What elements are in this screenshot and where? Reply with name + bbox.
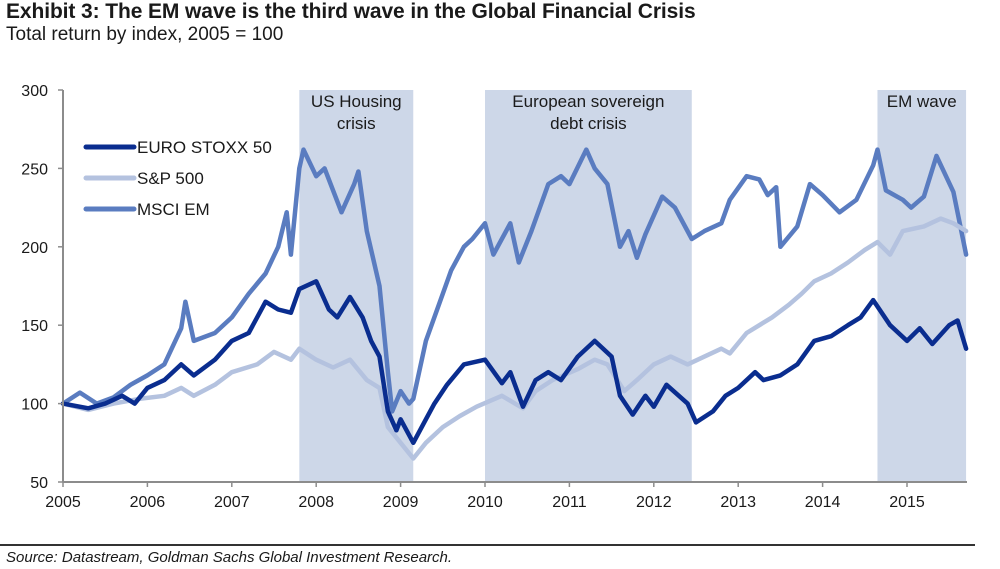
shaded-period-label: US Housing: [311, 92, 402, 111]
legend-label: S&P 500: [137, 169, 204, 188]
axes: [62, 90, 967, 483]
shaded-period-labels: US Housing crisis European sovereign debt c…: [311, 92, 957, 133]
x-tick-label: 2011: [552, 494, 587, 511]
shaded-period-label: EM wave: [887, 92, 957, 111]
shaded-periods: [299, 90, 967, 482]
series-line-s-p-500: [60, 216, 969, 461]
series-line-euro-stoxx-50: [60, 279, 969, 446]
x-tick-label: 2006: [130, 494, 166, 511]
series-line-msci-em: [60, 147, 969, 414]
y-tick-label: 50: [30, 475, 48, 492]
source-divider: [0, 544, 975, 546]
y-tick-label: 250: [21, 161, 48, 178]
shaded-period-3: [877, 90, 967, 482]
x-tick-label: 2012: [636, 494, 672, 511]
shaded-period-label: European sovereign: [512, 92, 664, 111]
y-tick-label: 100: [21, 397, 48, 414]
x-tick-label: 2007: [214, 494, 250, 511]
x-tick-label: 2014: [805, 494, 841, 511]
x-tick-label: 2009: [383, 494, 419, 511]
legend-label: MSCI EM: [137, 200, 210, 219]
y-tick-label: 200: [21, 240, 48, 257]
chart-title: Exhibit 3: The EM wave is the third wave…: [6, 0, 696, 23]
legend-label: EURO STOXX 50: [137, 138, 272, 157]
x-tick-label: 2013: [720, 494, 756, 511]
x-tick-label: 2015: [889, 494, 925, 511]
chart-subtitle: Total return by index, 2005 = 100: [6, 24, 284, 45]
x-tick-label: 2008: [298, 494, 334, 511]
shaded-period-label: crisis: [337, 114, 376, 133]
series-lines: [60, 147, 969, 461]
shaded-period-label: debt crisis: [550, 114, 627, 133]
y-tick-label: 150: [21, 318, 48, 335]
x-tick-label: 2005: [45, 494, 81, 511]
legend: EURO STOXX 50 S&P 500 MSCI EM: [83, 138, 272, 219]
y-ticks: 50 100 150 200 250 300: [21, 83, 63, 492]
y-tick-label: 300: [21, 83, 48, 100]
x-tick-label: 2010: [467, 494, 503, 511]
x-ticks: 2005 2006 2007 2008 2009 2010 2011 2012 2013 2014…: [45, 482, 925, 511]
source-note: Source: Datastream, Goldman Sachs Global…: [6, 549, 453, 566]
